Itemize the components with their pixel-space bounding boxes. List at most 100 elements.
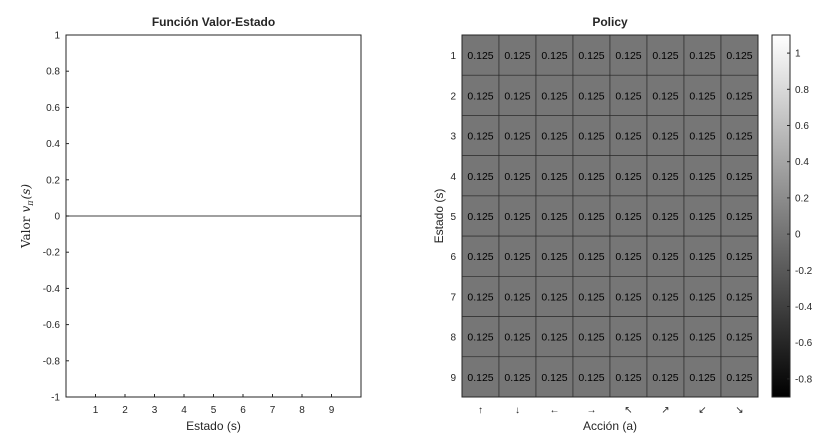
policy-cell bbox=[498, 276, 537, 317]
policy-cell bbox=[720, 74, 759, 116]
colorbar-ticks: 1 0.8 0.6 0.4 0.2 0 -0.2 -0.4 -0.6 -0.8 bbox=[787, 49, 813, 385]
policy-col-label: ↖ bbox=[624, 405, 632, 416]
policy-cell-label: 0.125 bbox=[467, 90, 493, 102]
policy-cell-label: 0.125 bbox=[578, 50, 604, 62]
value-plot-x-tick-label: 3 bbox=[152, 405, 158, 416]
policy-cell bbox=[535, 276, 574, 317]
policy-cell-label: 0.125 bbox=[467, 332, 493, 344]
policy-cell-label: 0.125 bbox=[541, 211, 567, 223]
policy-cell-label: 0.125 bbox=[652, 171, 678, 183]
value-plot-y-tick-label: 0.4 bbox=[46, 139, 60, 150]
policy-cell-label: 0.125 bbox=[578, 90, 604, 102]
policy-cell-label: 0.125 bbox=[615, 90, 641, 102]
policy-cell-label: 0.125 bbox=[726, 251, 752, 263]
policy-cell bbox=[498, 356, 537, 398]
policy-cell-label: 0.125 bbox=[504, 131, 530, 143]
value-plot-x-tick-label: 8 bbox=[299, 405, 305, 416]
colorbar-tick-label: 0.6 bbox=[795, 121, 809, 132]
policy-row-label: 7 bbox=[450, 292, 456, 303]
policy-cell-label: 0.125 bbox=[615, 171, 641, 183]
colorbar-tick-label: -0.6 bbox=[795, 338, 813, 349]
policy-cell bbox=[572, 74, 611, 116]
policy-cell-label: 0.125 bbox=[578, 291, 604, 303]
policy-cell bbox=[498, 115, 537, 156]
policy-cell bbox=[535, 316, 574, 358]
policy-title: Policy bbox=[592, 15, 628, 29]
colorbar bbox=[771, 34, 791, 398]
policy-row-label: 1 bbox=[450, 51, 456, 62]
policy-cell bbox=[646, 356, 685, 398]
policy-col-label: ↑ bbox=[478, 405, 483, 416]
value-function-chart: Función Valor-Estado 1 0.8 0.6 0.4 0.2 0 -0.2 -… bbox=[19, 15, 362, 433]
policy-cell-label: 0.125 bbox=[541, 171, 567, 183]
policy-cell bbox=[498, 235, 537, 277]
policy-cell-label: 0.125 bbox=[652, 332, 678, 344]
policy-cell bbox=[572, 195, 611, 237]
policy-cell bbox=[683, 276, 722, 317]
policy-cell bbox=[461, 34, 500, 76]
policy-cell-label: 0.125 bbox=[541, 251, 567, 263]
policy-cell-label: 0.125 bbox=[615, 291, 641, 303]
policy-cell bbox=[683, 74, 722, 116]
policy-cell bbox=[609, 276, 648, 317]
policy-cells: 0.125 0.125 0.125 0.125 0.125 0.125 0.125 0.125… bbox=[461, 34, 759, 398]
colorbar-tick-label: -0.8 bbox=[795, 374, 813, 385]
policy-row-label: 9 bbox=[450, 373, 456, 384]
policy-cell-label: 0.125 bbox=[504, 171, 530, 183]
policy-cell bbox=[461, 115, 500, 156]
policy-cell-label: 0.125 bbox=[541, 291, 567, 303]
value-plot-x-tick-label: 6 bbox=[240, 405, 246, 416]
value-plot-y-tick-label: -0.6 bbox=[43, 320, 61, 331]
policy-cell-label: 0.125 bbox=[726, 171, 752, 183]
policy-cell-label: 0.125 bbox=[726, 90, 752, 102]
policy-cell-label: 0.125 bbox=[652, 131, 678, 143]
policy-cell-label: 0.125 bbox=[726, 211, 752, 223]
policy-row-label: 6 bbox=[450, 252, 456, 263]
policy-cell bbox=[720, 155, 759, 197]
policy-cell-label: 0.125 bbox=[504, 251, 530, 263]
policy-cell-label: 0.125 bbox=[652, 291, 678, 303]
policy-cell-label: 0.125 bbox=[467, 372, 493, 384]
policy-cell-label: 0.125 bbox=[504, 90, 530, 102]
value-plot-y-tick-label: -0.2 bbox=[43, 248, 61, 259]
policy-axes-box bbox=[461, 34, 759, 398]
policy-cell-label: 0.125 bbox=[689, 211, 715, 223]
y-label-prefix: Valor bbox=[19, 216, 33, 249]
policy-cell-label: 0.125 bbox=[615, 332, 641, 344]
policy-cell-label: 0.125 bbox=[541, 332, 567, 344]
policy-cell-label: 0.125 bbox=[726, 50, 752, 62]
value-plot-x-tick-label: 1 bbox=[93, 405, 99, 416]
policy-cell-label: 0.125 bbox=[467, 131, 493, 143]
policy-cell bbox=[572, 235, 611, 277]
policy-cell-label: 0.125 bbox=[615, 251, 641, 263]
policy-col-label: ← bbox=[550, 405, 560, 416]
value-plot-title: Función Valor-Estado bbox=[152, 15, 275, 29]
value-plot-y-tick-label: 0.2 bbox=[46, 175, 60, 186]
colorbar-tick-label: 0.2 bbox=[795, 193, 809, 204]
policy-cell-label: 0.125 bbox=[615, 50, 641, 62]
policy-cell-label: 0.125 bbox=[504, 372, 530, 384]
policy-cell-label: 0.125 bbox=[578, 171, 604, 183]
policy-row-label: 3 bbox=[450, 132, 456, 143]
colorbar-tick-label: 0.4 bbox=[795, 157, 809, 168]
policy-cell-label: 0.125 bbox=[504, 291, 530, 303]
policy-heatmap: Policy 0.125 0.125 0.125 0.125 0.125 0.125 0.1… bbox=[432, 15, 813, 433]
value-plot-y-tick-label: 1 bbox=[54, 31, 60, 42]
value-plot-y-tick-label: 0 bbox=[54, 212, 60, 223]
policy-cell bbox=[535, 155, 574, 197]
policy-cell-label: 0.125 bbox=[467, 251, 493, 263]
policy-cell bbox=[498, 195, 537, 237]
policy-cell bbox=[683, 235, 722, 277]
policy-cell bbox=[572, 316, 611, 358]
value-plot-y-tick-label: 0.6 bbox=[46, 103, 60, 114]
policy-cell-label: 0.125 bbox=[689, 171, 715, 183]
value-plot-x-tick-label: 2 bbox=[122, 405, 128, 416]
y-label-math: v bbox=[19, 206, 33, 213]
policy-cell-label: 0.125 bbox=[689, 251, 715, 263]
policy-cell bbox=[646, 74, 685, 116]
policy-cell-label: 0.125 bbox=[578, 131, 604, 143]
value-plot-x-tick-label: 5 bbox=[211, 405, 217, 416]
y-label-sub: π bbox=[26, 200, 35, 207]
policy-cell bbox=[461, 356, 500, 398]
value-plot-y-tick-label: -0.8 bbox=[43, 356, 61, 367]
